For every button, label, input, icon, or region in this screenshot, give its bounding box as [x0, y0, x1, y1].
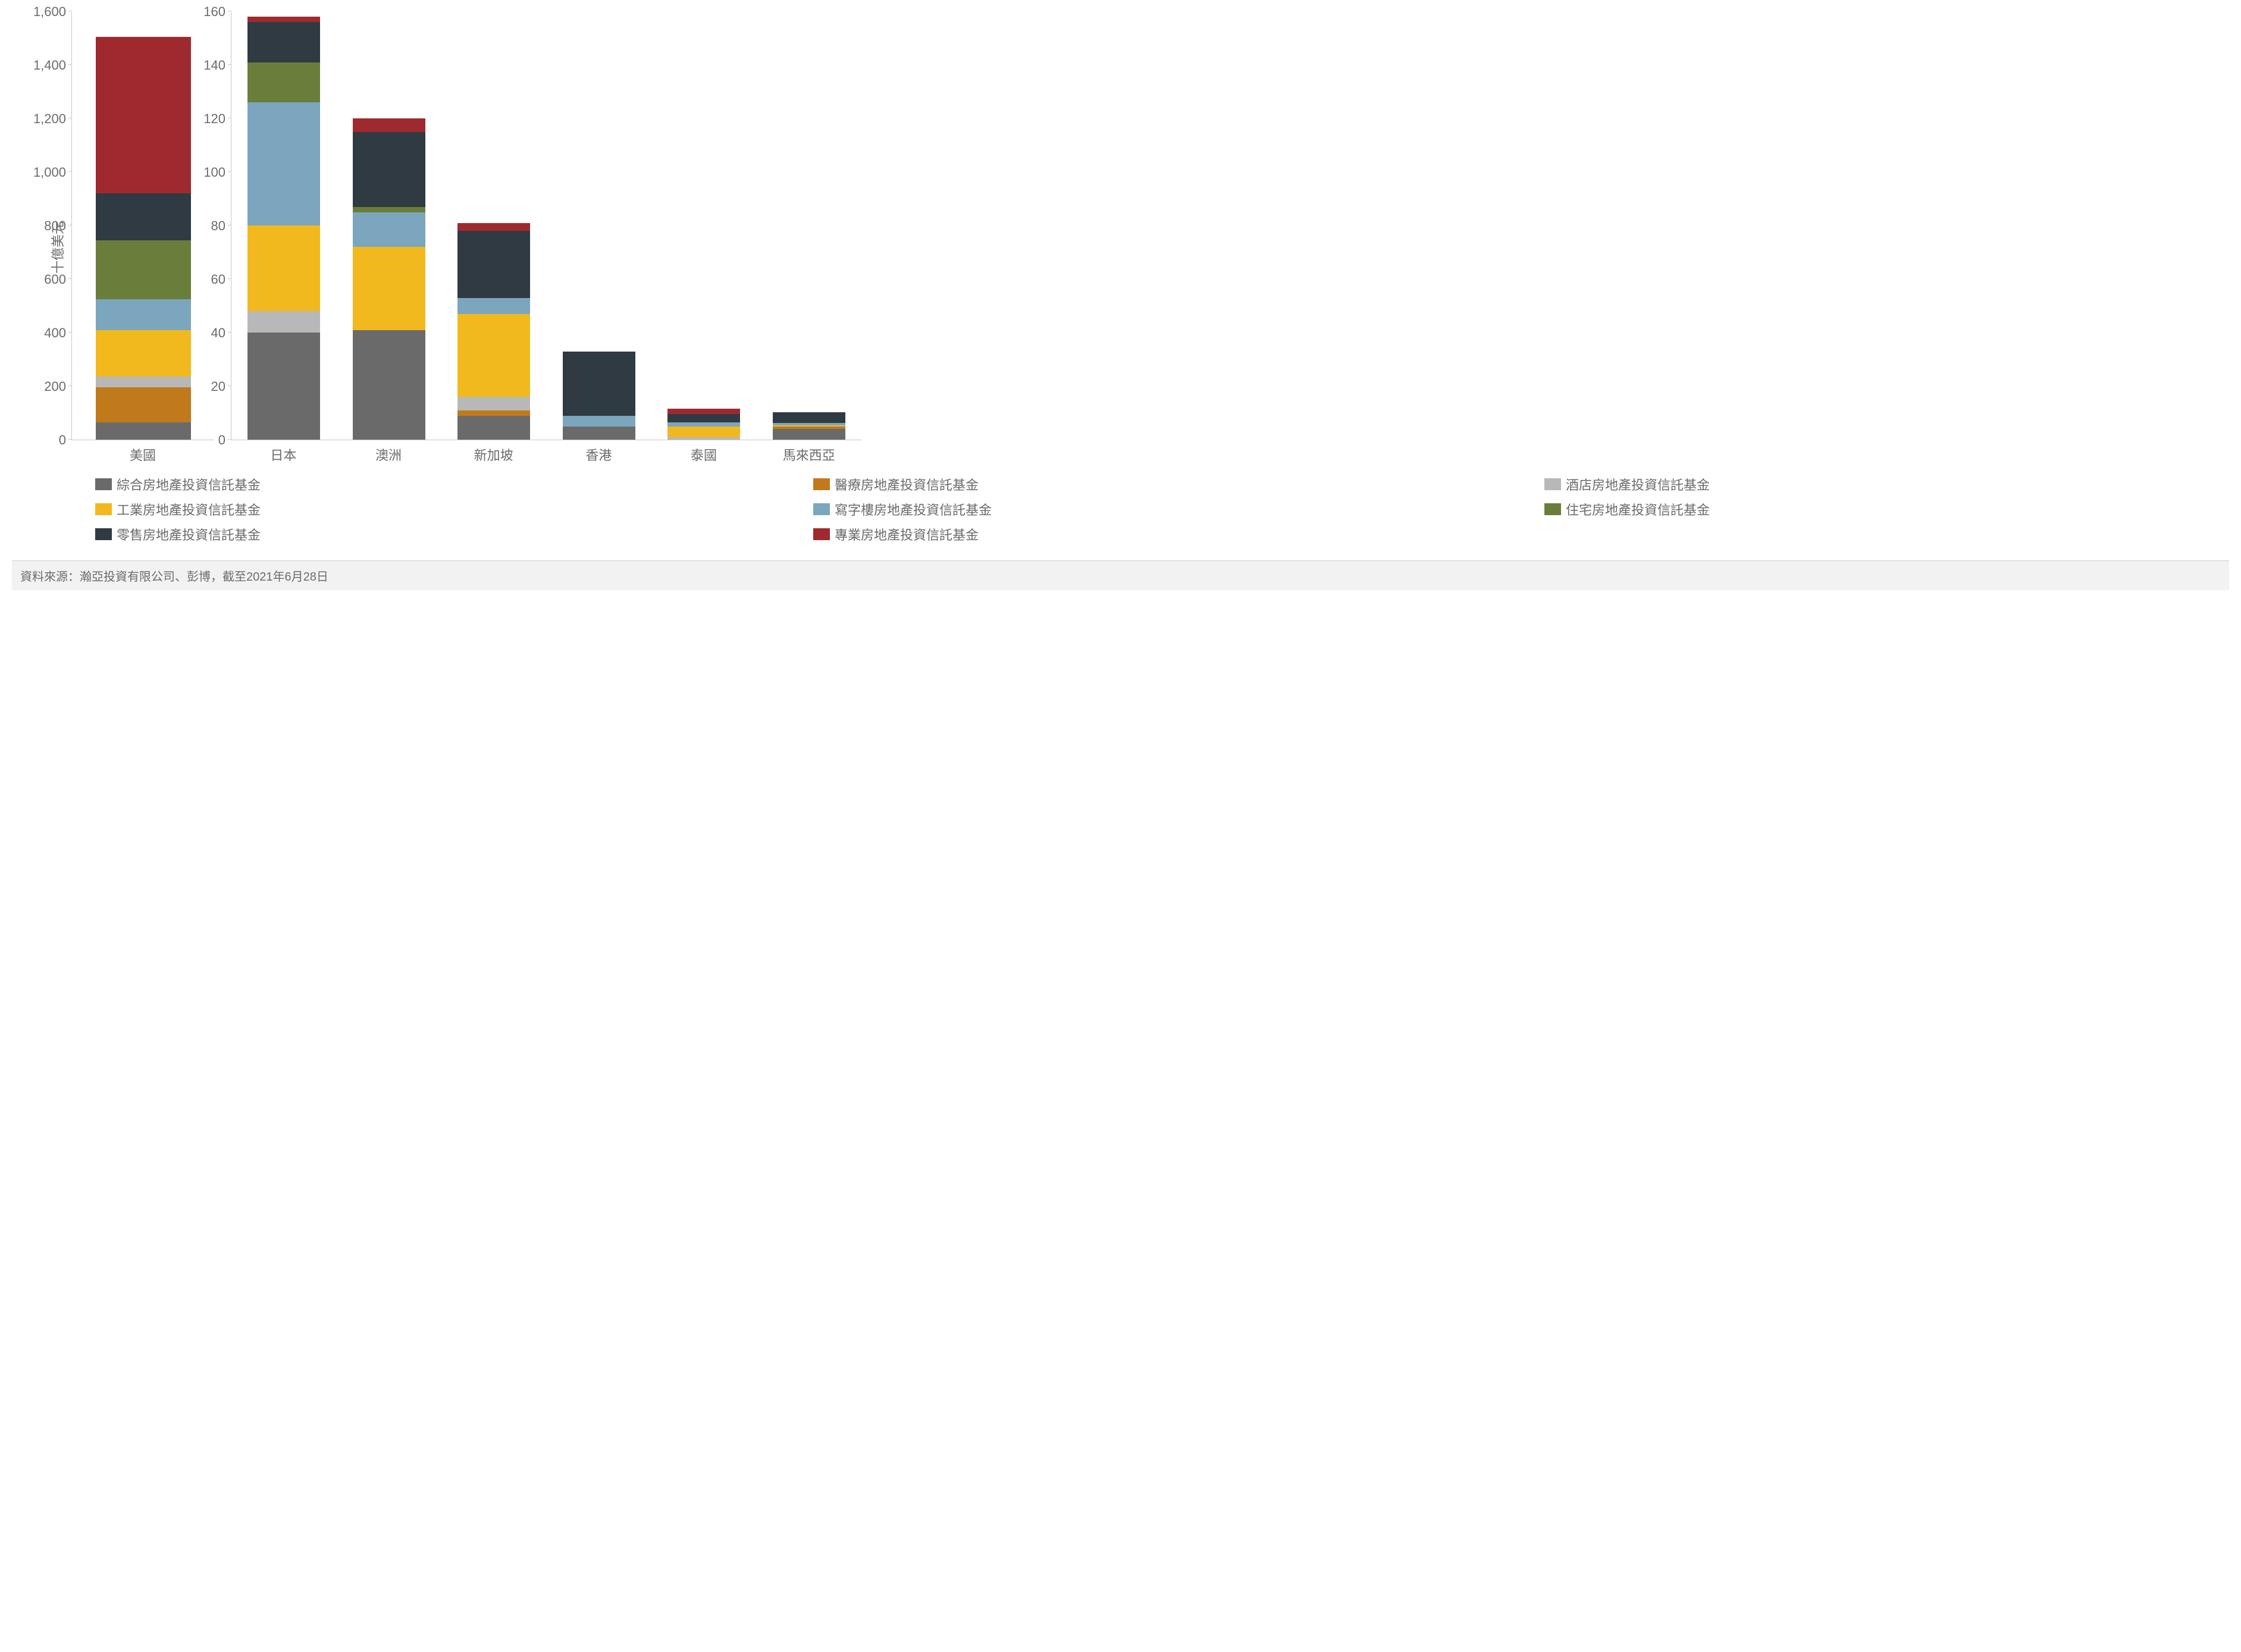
legend-label: 酒店房地產投資信託基金	[1566, 475, 1710, 494]
bar-segment-industrial	[353, 247, 425, 330]
y-tick-label: 60	[184, 272, 225, 287]
legend-swatch	[95, 503, 112, 515]
bar-segment-specialized	[353, 118, 425, 132]
bar-segment-retail	[563, 352, 635, 416]
bar-segment-healthcare	[457, 410, 530, 416]
bar-segment-hotel	[667, 437, 740, 440]
chart-container: 十億美元02004006008001,0001,2001,4001,600美國0…	[12, 12, 2229, 464]
bar-segment-retail	[773, 412, 845, 423]
legend-label: 寫字樓房地產投資信託基金	[835, 500, 992, 519]
y-tick-label: 600	[24, 272, 66, 287]
bar-segment-diversified	[247, 333, 320, 440]
bar-segment-industrial	[667, 427, 740, 437]
y-tick-label: 1,600	[24, 4, 66, 20]
y-tick-label: 200	[24, 379, 66, 394]
legend-swatch	[813, 478, 830, 490]
legend-label: 綜合房地產投資信託基金	[117, 475, 261, 494]
y-tick-label: 20	[184, 379, 225, 394]
y-tick-label: 40	[184, 325, 225, 341]
bar-segment-office	[667, 422, 740, 427]
x-axis-label: 香港	[546, 445, 651, 464]
bar-segment-diversified	[457, 416, 530, 440]
bar-segment-specialized	[96, 37, 191, 193]
legend-item-office: 寫字樓房地產投資信託基金	[813, 500, 1511, 519]
bar-segment-retail	[353, 132, 425, 207]
stacked-bar	[353, 118, 425, 440]
y-tick-label: 100	[184, 165, 225, 180]
legend-label: 零售房地產投資信託基金	[117, 525, 261, 544]
legend-item-retail: 零售房地產投資信託基金	[95, 525, 780, 544]
stacked-bar	[667, 409, 740, 440]
legend-swatch	[1544, 503, 1561, 515]
plot-area: 020406080100120140160	[231, 12, 861, 440]
bar-segment-diversified	[563, 427, 635, 440]
bar-segment-retail	[247, 22, 320, 62]
bar-segment-specialized	[247, 17, 320, 22]
chart-legend: 綜合房地產投資信託基金 醫療房地產投資信託基金 酒店房地產投資信託基金工業房地產投資…	[95, 475, 2229, 544]
bar-segment-office	[353, 212, 425, 247]
bar-segment-retail	[667, 414, 740, 422]
legend-item-hotel: 酒店房地產投資信託基金	[1544, 475, 2229, 494]
legend-swatch	[813, 503, 830, 515]
legend-swatch	[813, 528, 830, 540]
legend-swatch	[1544, 478, 1561, 490]
bar-segment-specialized	[457, 223, 530, 231]
y-tick-label: 140	[184, 58, 225, 73]
bar-segment-office	[247, 102, 320, 225]
bar-segment-diversified	[773, 429, 845, 440]
stacked-bar	[457, 223, 530, 440]
y-tick-label: 1,000	[24, 165, 66, 180]
y-tick-label: 160	[184, 4, 225, 20]
y-tick-label: 1,200	[24, 111, 66, 127]
x-axis-label: 日本	[231, 445, 336, 464]
stacked-bar	[773, 412, 845, 440]
bar-segment-hotel	[247, 311, 320, 333]
bar-segment-industrial	[247, 225, 320, 311]
legend-label: 工業房地產投資信託基金	[117, 500, 261, 519]
bar-segment-hotel	[96, 377, 191, 387]
legend-item-healthcare: 醫療房地產投資信託基金	[813, 475, 1511, 494]
bar-segment-industrial	[96, 330, 191, 377]
x-axis-label: 馬來西亞	[756, 445, 861, 464]
legend-item-specialized: 專業房地產投資信託基金	[813, 525, 1511, 544]
bar-segment-retail	[96, 193, 191, 240]
bar-segment-residential	[247, 62, 320, 103]
bar-segment-office	[457, 298, 530, 314]
y-tick-label: 0	[24, 432, 66, 448]
legend-label: 醫療房地產投資信託基金	[835, 475, 979, 494]
bar-segment-office	[563, 416, 635, 427]
y-tick-label: 120	[184, 111, 225, 127]
x-axis-label: 澳洲	[336, 445, 441, 464]
bar-segment-diversified	[353, 330, 425, 440]
bar-segment-specialized	[667, 409, 740, 414]
y-tick-label: 1,400	[24, 58, 66, 73]
legend-item-diversified: 綜合房地產投資信託基金	[95, 475, 780, 494]
source-text: 資料來源：瀚亞投資有限公司、彭博，截至2021年6月28日	[20, 570, 328, 584]
y-tick-label: 400	[24, 325, 66, 341]
bar-segment-healthcare	[96, 387, 191, 422]
stacked-bar	[96, 37, 191, 440]
legend-label: 住宅房地產投資信託基金	[1566, 500, 1710, 519]
legend-item-industrial: 工業房地產投資信託基金	[95, 500, 780, 519]
y-tick-label: 800	[24, 218, 66, 234]
bar-segment-industrial	[457, 314, 530, 397]
bar-segment-retail	[457, 231, 530, 298]
y-tick-label: 0	[184, 432, 225, 448]
x-axis-label: 新加坡	[441, 445, 546, 464]
legend-swatch	[95, 478, 112, 490]
y-tick-label: 80	[184, 218, 225, 234]
bar-segment-hotel	[457, 397, 530, 410]
bar-segment-residential	[96, 240, 191, 299]
legend-item-residential: 住宅房地產投資信託基金	[1544, 500, 2229, 519]
legend-label: 專業房地產投資信託基金	[835, 525, 979, 544]
source-citation: 資料來源：瀚亞投資有限公司、彭博，截至2021年6月28日	[12, 561, 2229, 590]
stacked-bar	[563, 352, 635, 440]
x-axis-label: 泰國	[651, 445, 757, 464]
bar-segment-residential	[353, 207, 425, 212]
stacked-bar	[247, 17, 320, 440]
bar-segment-diversified	[96, 422, 191, 440]
bar-segment-office	[96, 299, 191, 330]
legend-swatch	[95, 528, 112, 540]
